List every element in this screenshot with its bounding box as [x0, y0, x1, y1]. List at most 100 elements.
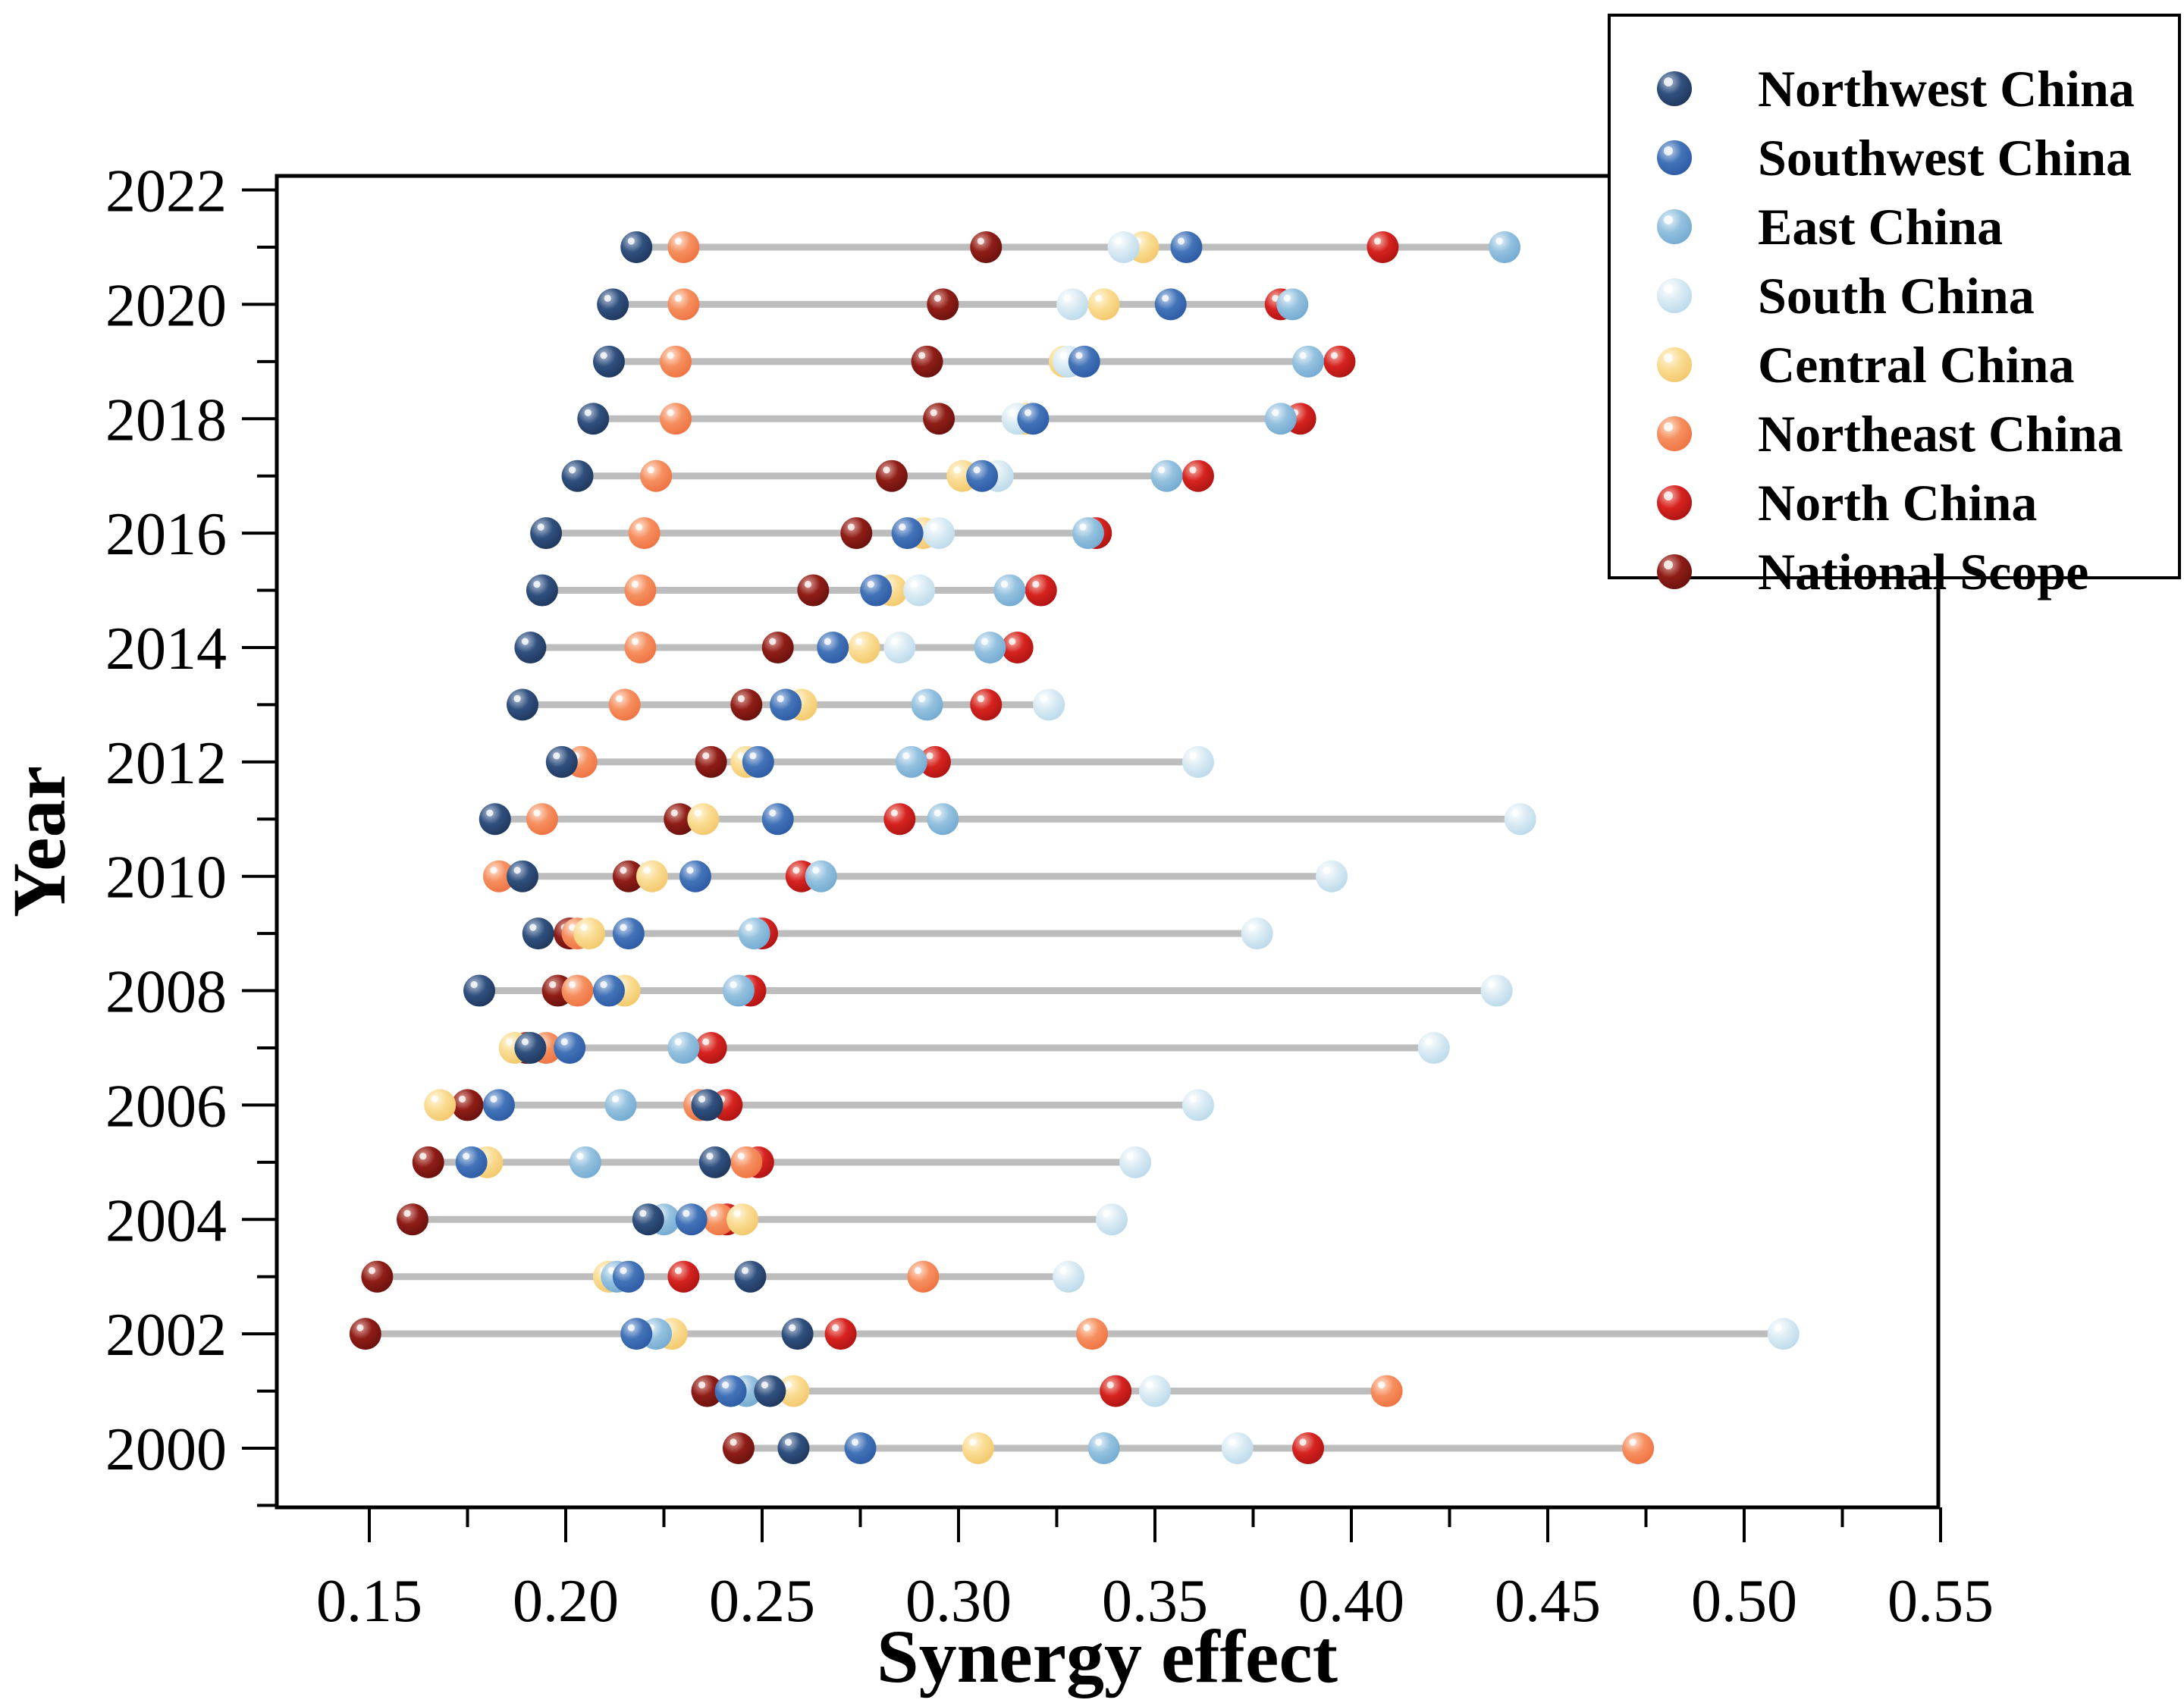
legend-label: North China: [1758, 474, 2037, 532]
data-point-highlight: [631, 580, 639, 588]
data-point: [573, 917, 606, 950]
data-point-highlight: [403, 1209, 411, 1217]
data-point-sphere: [507, 688, 539, 721]
data-point: [612, 917, 645, 950]
data-point-highlight: [674, 294, 682, 303]
data-point: [1017, 403, 1050, 435]
legend-label: South China: [1758, 267, 2035, 325]
data-point-sphere: [514, 1031, 547, 1064]
data-point: [907, 1260, 940, 1293]
data-point-highlight: [1495, 237, 1503, 245]
data-point: [911, 688, 943, 721]
data-point-sphere: [561, 459, 594, 492]
data-point-sphere: [974, 631, 1006, 663]
y-tick-label: 2014: [105, 616, 227, 682]
data-point: [545, 745, 578, 778]
data-point-highlight: [1079, 523, 1087, 531]
data-point-highlight: [918, 695, 926, 703]
data-point-highlight: [568, 980, 576, 989]
data-point-sphere: [993, 574, 1026, 607]
data-point: [805, 860, 837, 892]
data-point-highlight: [643, 867, 651, 874]
data-point-sphere: [561, 974, 594, 1007]
data-point-highlight: [710, 1209, 717, 1217]
data-point: [761, 631, 794, 663]
data-point-sphere: [1480, 974, 1513, 1007]
data-point: [561, 974, 594, 1007]
data-point-sphere: [660, 345, 692, 378]
data-point-highlight: [914, 1267, 922, 1275]
data-point-highlight: [702, 752, 710, 760]
legend-swatch: [1657, 554, 1692, 589]
legend-swatch-highlight: [1664, 77, 1673, 86]
data-point: [844, 1432, 877, 1464]
data-point-sphere: [1096, 1203, 1128, 1236]
data-point: [640, 459, 673, 492]
year-row-2020: [597, 288, 1309, 321]
data-point: [761, 803, 794, 836]
data-point: [923, 517, 956, 550]
data-point: [781, 1318, 814, 1350]
x-tick-label: 0.55: [1887, 1568, 1994, 1635]
data-point: [687, 803, 720, 836]
legend-item: South China: [1657, 267, 2035, 325]
data-point: [840, 517, 873, 550]
data-point-highlight: [356, 1324, 364, 1331]
data-point-highlight: [521, 638, 529, 645]
data-point-highlight: [1177, 237, 1185, 245]
legend-label: Southwest China: [1758, 129, 2132, 187]
data-point: [507, 860, 539, 892]
data-point-highlight: [1488, 980, 1495, 989]
y-tick-label: 2012: [105, 730, 227, 797]
data-point: [891, 517, 924, 550]
data-point-highlight: [1000, 580, 1009, 588]
data-point: [966, 459, 999, 492]
data-point-highlight: [513, 695, 521, 703]
data-point-sphere: [624, 631, 657, 663]
data-point-sphere: [632, 1203, 664, 1236]
data-point: [451, 1089, 484, 1121]
data-point: [526, 803, 558, 836]
data-point: [824, 1318, 857, 1350]
data-point: [349, 1318, 381, 1350]
data-point-highlight: [737, 1153, 745, 1160]
data-point-highlight: [604, 294, 611, 303]
data-point-highlight: [694, 809, 701, 817]
data-point: [569, 1146, 601, 1178]
data-point: [577, 403, 610, 435]
data-point-sphere: [667, 1260, 700, 1293]
data-point: [817, 631, 849, 663]
data-point: [396, 1203, 428, 1236]
data-point: [635, 860, 668, 892]
data-point-highlight: [549, 980, 557, 989]
data-point-highlight: [1106, 1381, 1114, 1389]
data-point-sphere: [777, 1432, 810, 1464]
data-point: [860, 574, 893, 607]
data-point: [667, 288, 700, 321]
data-point-highlight: [1189, 752, 1197, 760]
data-point-highlight: [1189, 1095, 1197, 1103]
data-point: [1181, 1089, 1214, 1121]
data-point: [962, 1432, 994, 1464]
data-point-highlight: [824, 638, 831, 645]
data-point-sphere: [695, 1031, 727, 1064]
data-point: [1323, 345, 1356, 378]
year-row-2021: [620, 231, 1521, 263]
year-row-2017: [561, 459, 1214, 492]
data-point-sphere: [507, 860, 539, 892]
data-point: [592, 974, 625, 1007]
data-point-highlight: [1299, 1438, 1307, 1446]
data-point-highlight: [639, 1209, 647, 1217]
data-point-highlight: [1059, 352, 1067, 359]
data-point: [667, 231, 700, 263]
data-point-highlight: [867, 580, 874, 588]
data-point: [993, 574, 1026, 607]
data-point-highlight: [1330, 352, 1338, 359]
data-point-sphere: [1056, 288, 1089, 321]
data-point-highlight: [745, 924, 753, 931]
data-point: [970, 231, 1003, 263]
y-axis-title: Year: [0, 766, 81, 917]
data-point-highlight: [560, 1038, 568, 1046]
x-axis: 0.15 0.20 0.25 0.30 0.35 0.40 0.45 0.50 0.55: [316, 1507, 1994, 1635]
